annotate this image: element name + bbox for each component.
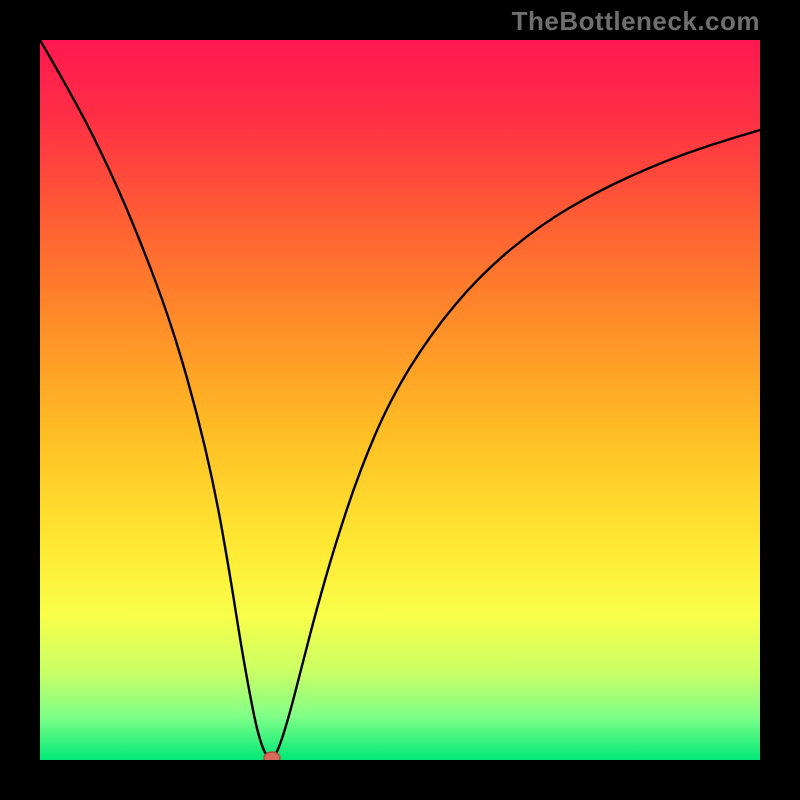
bottleneck-curve xyxy=(40,40,760,760)
plot-area xyxy=(40,40,760,760)
watermark-text: TheBottleneck.com xyxy=(512,6,760,37)
chart-frame: TheBottleneck.com xyxy=(0,0,800,800)
minimum-marker xyxy=(264,752,280,760)
curve-path xyxy=(40,40,760,759)
